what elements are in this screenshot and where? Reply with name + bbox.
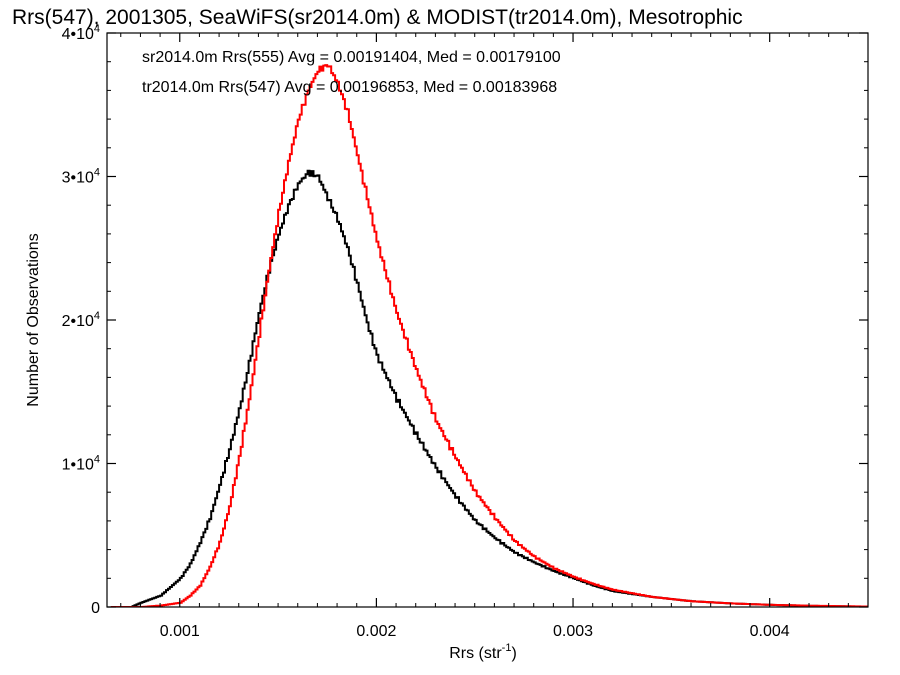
x-axis-label: Rrs (str-1) [449, 642, 517, 662]
series-layer [110, 64, 868, 607]
chart-title: Rrs(547), 2001305, SeaWiFS(sr2014.0m) & … [12, 6, 743, 29]
y-tick-label: 4•104 [62, 23, 100, 43]
y-tick-label: 2•104 [62, 310, 100, 330]
y-tick-label: 1•104 [62, 454, 100, 474]
y-tick-label: 3•104 [62, 167, 100, 187]
legend-series-1: sr2014.0m Rrs(555) Avg = 0.00191404, Med… [142, 49, 561, 66]
x-tick-label: 0.001 [160, 623, 200, 640]
x-tick-label: 0.002 [356, 623, 396, 640]
y-axis-ticks: 0 1•104 2•104 3•104 4•104 [62, 23, 868, 617]
series-line-2 [110, 64, 868, 607]
y-tick-label: 0 [91, 600, 100, 617]
x-tick-label: 0.004 [750, 623, 790, 640]
x-tick-label: 0.003 [553, 623, 593, 640]
legend-series-2: tr2014.0m Rrs(547) Avg = 0.00196853, Med… [142, 79, 557, 96]
x-axis-ticks: 0.001 0.002 0.003 0.004 [120, 33, 869, 640]
y-axis-label: Number of Observations [25, 233, 42, 406]
